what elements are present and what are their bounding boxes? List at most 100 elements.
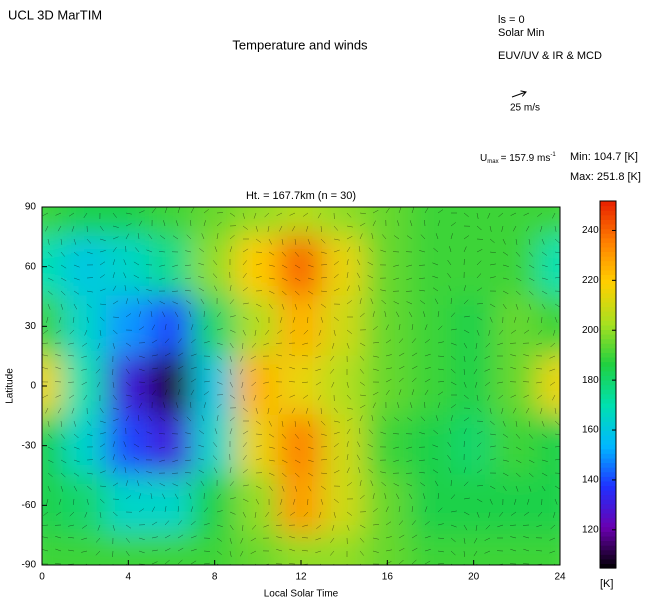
cell — [321, 414, 367, 477]
colorbar-step — [600, 311, 616, 317]
colorbar-step — [600, 205, 616, 211]
cell — [62, 534, 108, 565]
colorbar-step — [600, 228, 616, 234]
colorbar-step — [600, 457, 616, 464]
cell — [321, 355, 367, 417]
colorbar-step — [600, 480, 616, 487]
cell — [148, 414, 195, 477]
colorbar-tick-label: 120 — [582, 524, 599, 535]
y-tick-label: -60 — [22, 500, 37, 511]
cell — [321, 534, 367, 565]
colorbar-step — [600, 242, 616, 248]
colorbar-step — [600, 343, 616, 349]
cell — [42, 207, 65, 238]
colorbar-step — [600, 535, 616, 542]
cell — [192, 534, 238, 565]
colorbar-step — [600, 301, 616, 308]
cell — [192, 474, 238, 537]
cell — [235, 474, 281, 537]
colorbar-step — [600, 233, 616, 239]
subtitle: Ht. = 167.7km (n = 30) — [246, 190, 356, 202]
cell — [321, 235, 367, 298]
cell — [235, 414, 281, 477]
colorbar-step — [600, 517, 616, 523]
cell — [364, 414, 410, 477]
cell — [235, 534, 281, 565]
cell — [42, 235, 65, 298]
colorbar-step — [600, 210, 616, 216]
colorbar-step — [600, 398, 616, 404]
colorbar-step — [600, 476, 616, 482]
colorbar-step — [600, 320, 616, 326]
colorbar-step — [600, 201, 616, 207]
colorbar-step — [600, 421, 616, 427]
cell — [494, 295, 540, 358]
cell — [364, 235, 410, 298]
colorbar-step — [600, 540, 616, 546]
colorbar-step — [600, 324, 616, 331]
colorbar-step — [600, 361, 616, 367]
x-tick-label: 20 — [468, 572, 480, 583]
cell — [62, 295, 108, 358]
colorbar-step — [600, 256, 616, 262]
cell — [494, 534, 540, 565]
cell — [364, 207, 410, 238]
x-tick-label: 4 — [126, 572, 132, 583]
y-tick-label: -30 — [22, 440, 37, 451]
cell — [364, 534, 410, 565]
colorbar-step — [600, 531, 616, 537]
colorbar-step — [600, 306, 616, 312]
colorbar-step — [600, 329, 616, 335]
y-tick-label: -90 — [22, 560, 37, 571]
y-axis-label: Latitude — [5, 368, 16, 404]
colorbar-step — [600, 453, 616, 459]
cell — [278, 207, 324, 238]
axes: 0 4 8 12 16 20 24 90 60 30 0 -30 -60 -90 — [22, 202, 566, 583]
cell — [537, 235, 560, 298]
cell — [62, 355, 108, 417]
cell — [235, 207, 281, 238]
cell — [537, 474, 560, 537]
cell — [235, 235, 281, 298]
colorbar: 120 140 160 180 200 220 240 — [582, 200, 617, 569]
solar: Solar Min — [498, 27, 544, 39]
cell — [537, 534, 560, 565]
colorbar-tick-label: 140 — [582, 475, 599, 486]
colorbar-step — [600, 251, 616, 257]
cell — [494, 414, 540, 477]
cell — [235, 355, 281, 417]
y-tick-label: 60 — [25, 261, 37, 272]
colorbar-step — [600, 356, 616, 363]
scheme: EUV/UV & IR & MCD — [498, 50, 602, 62]
cell — [62, 207, 108, 238]
colorbar-step — [600, 375, 616, 381]
cell — [494, 355, 540, 417]
cell — [407, 355, 454, 417]
colorbar-step — [600, 563, 616, 569]
colorbar-step — [600, 499, 616, 505]
cell — [42, 534, 65, 565]
colorbar-step — [600, 384, 616, 390]
colorbar-step — [600, 260, 616, 266]
colorbar-step — [600, 462, 616, 468]
cell — [537, 295, 560, 358]
min-value: Min: 104.7 [K] — [570, 151, 638, 163]
colorbar-step — [600, 549, 616, 555]
y-tick-label: 30 — [25, 321, 37, 332]
cell — [105, 355, 151, 417]
cell — [148, 355, 195, 417]
cell — [278, 414, 324, 477]
cell — [321, 207, 367, 238]
cell — [192, 207, 238, 238]
colorbar-step — [600, 430, 616, 436]
colorbar-step — [600, 297, 616, 303]
colorbar-step — [600, 347, 616, 353]
colorbar-step — [600, 219, 616, 225]
colorbar-step — [600, 503, 616, 509]
cell — [451, 534, 497, 565]
cell — [537, 355, 560, 417]
cell — [321, 474, 367, 537]
x-tick-label: 0 — [39, 572, 45, 583]
cell — [407, 295, 454, 358]
cell — [451, 355, 497, 417]
